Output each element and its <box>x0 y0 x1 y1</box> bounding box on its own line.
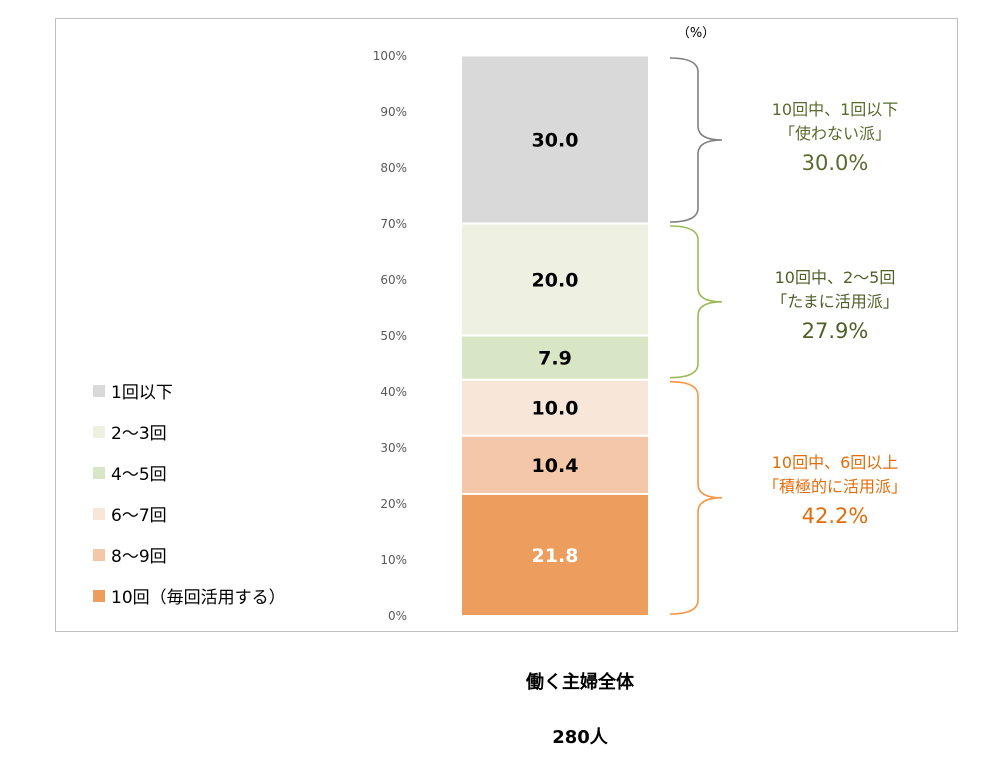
y-tick-label: 100% <box>373 49 407 63</box>
group-label-active: 10回中、6回以上 「積極的に活用派」 42.2% <box>740 451 930 533</box>
legend-label: 2〜3回 <box>111 424 167 444</box>
category-sub-label: 280人 <box>552 727 608 748</box>
group-label-line2: 「たまに活用派」 <box>771 292 899 311</box>
segment-value-label: 10.4 <box>532 455 579 477</box>
legend-swatch <box>93 466 105 479</box>
group-label-never: 10回中、1回以下 「使わない派」 30.0% <box>740 98 930 180</box>
group-label-pct: 30.0% <box>801 151 869 175</box>
group-label-line1: 10回中、6回以上 <box>771 453 899 472</box>
legend: 1回以下 2〜3回 4〜5回 6〜7回 8〜9回 10回（毎回活用する） <box>93 370 286 616</box>
bar-segment <box>460 378 650 437</box>
legend-item: 10回（毎回活用する） <box>93 575 286 616</box>
legend-item: 1回以下 <box>93 370 286 411</box>
y-tick-label: 20% <box>380 497 407 511</box>
y-tick-label: 90% <box>380 105 407 119</box>
legend-swatch <box>93 589 105 602</box>
group-label-line2: 「積極的に活用派」 <box>762 477 907 496</box>
legend-label: 6〜7回 <box>111 506 167 526</box>
legend-item: 4〜5回 <box>93 452 286 493</box>
legend-label: 4〜5回 <box>111 465 167 485</box>
group-brace <box>669 380 723 615</box>
bar-segment <box>460 434 650 495</box>
group-label-sometimes: 10回中、2〜5回 「たまに活用派」 27.9% <box>740 266 930 348</box>
group-label-line1: 10回中、2〜5回 <box>774 268 896 287</box>
y-tick-label: 70% <box>380 217 407 231</box>
y-tick-label: 40% <box>380 385 407 399</box>
segment-value-label: 7.9 <box>538 348 572 370</box>
y-tick-label: 50% <box>380 329 407 343</box>
legend-swatch <box>93 384 105 397</box>
legend-label: 8〜9回 <box>111 547 167 567</box>
group-braces <box>669 57 723 615</box>
chart-frame <box>55 18 958 632</box>
segment-value-label: 21.8 <box>532 545 579 567</box>
y-tick-label: 10% <box>380 553 407 567</box>
legend-label: 1回以下 <box>111 383 173 403</box>
y-axis-ticks: 0% 10% 20% 30% 40% 50% 60% 70% 80% 90% 100% <box>373 49 407 623</box>
legend-item: 8〜9回 <box>93 534 286 575</box>
y-tick-label: 60% <box>380 273 407 287</box>
group-label-pct: 27.9% <box>801 319 869 343</box>
segment-value-label: 30.0 <box>532 129 579 151</box>
group-label-pct: 42.2% <box>801 504 869 528</box>
legend-swatch <box>93 425 105 438</box>
y-tick-label: 30% <box>380 441 407 455</box>
group-brace <box>669 225 723 379</box>
group-brace <box>669 57 723 223</box>
y-tick-label: 80% <box>380 161 407 175</box>
legend-label: 10回（毎回活用する） <box>111 588 286 608</box>
segment-value-label: 20.0 <box>532 269 579 291</box>
segment-value-label: 10.0 <box>532 398 579 420</box>
legend-swatch <box>93 507 105 520</box>
bar-segment <box>460 492 650 618</box>
unit-label: （%） <box>677 26 715 41</box>
group-label-line1: 10回中、1回以下 <box>771 100 899 119</box>
bar-segments: 21.8 10.4 10.0 7.9 20.0 30.0 <box>460 54 650 618</box>
legend-item: 6〜7回 <box>93 493 286 534</box>
bar-segment <box>460 334 650 381</box>
bar-segment <box>460 222 650 337</box>
category-label: 働く主婦全体 <box>526 672 634 693</box>
legend-swatch <box>93 548 105 561</box>
bar-segment <box>460 54 650 225</box>
y-tick-label: 0% <box>388 609 407 623</box>
legend-item: 2〜3回 <box>93 411 286 452</box>
group-label-line2: 「使わない派」 <box>778 124 891 143</box>
